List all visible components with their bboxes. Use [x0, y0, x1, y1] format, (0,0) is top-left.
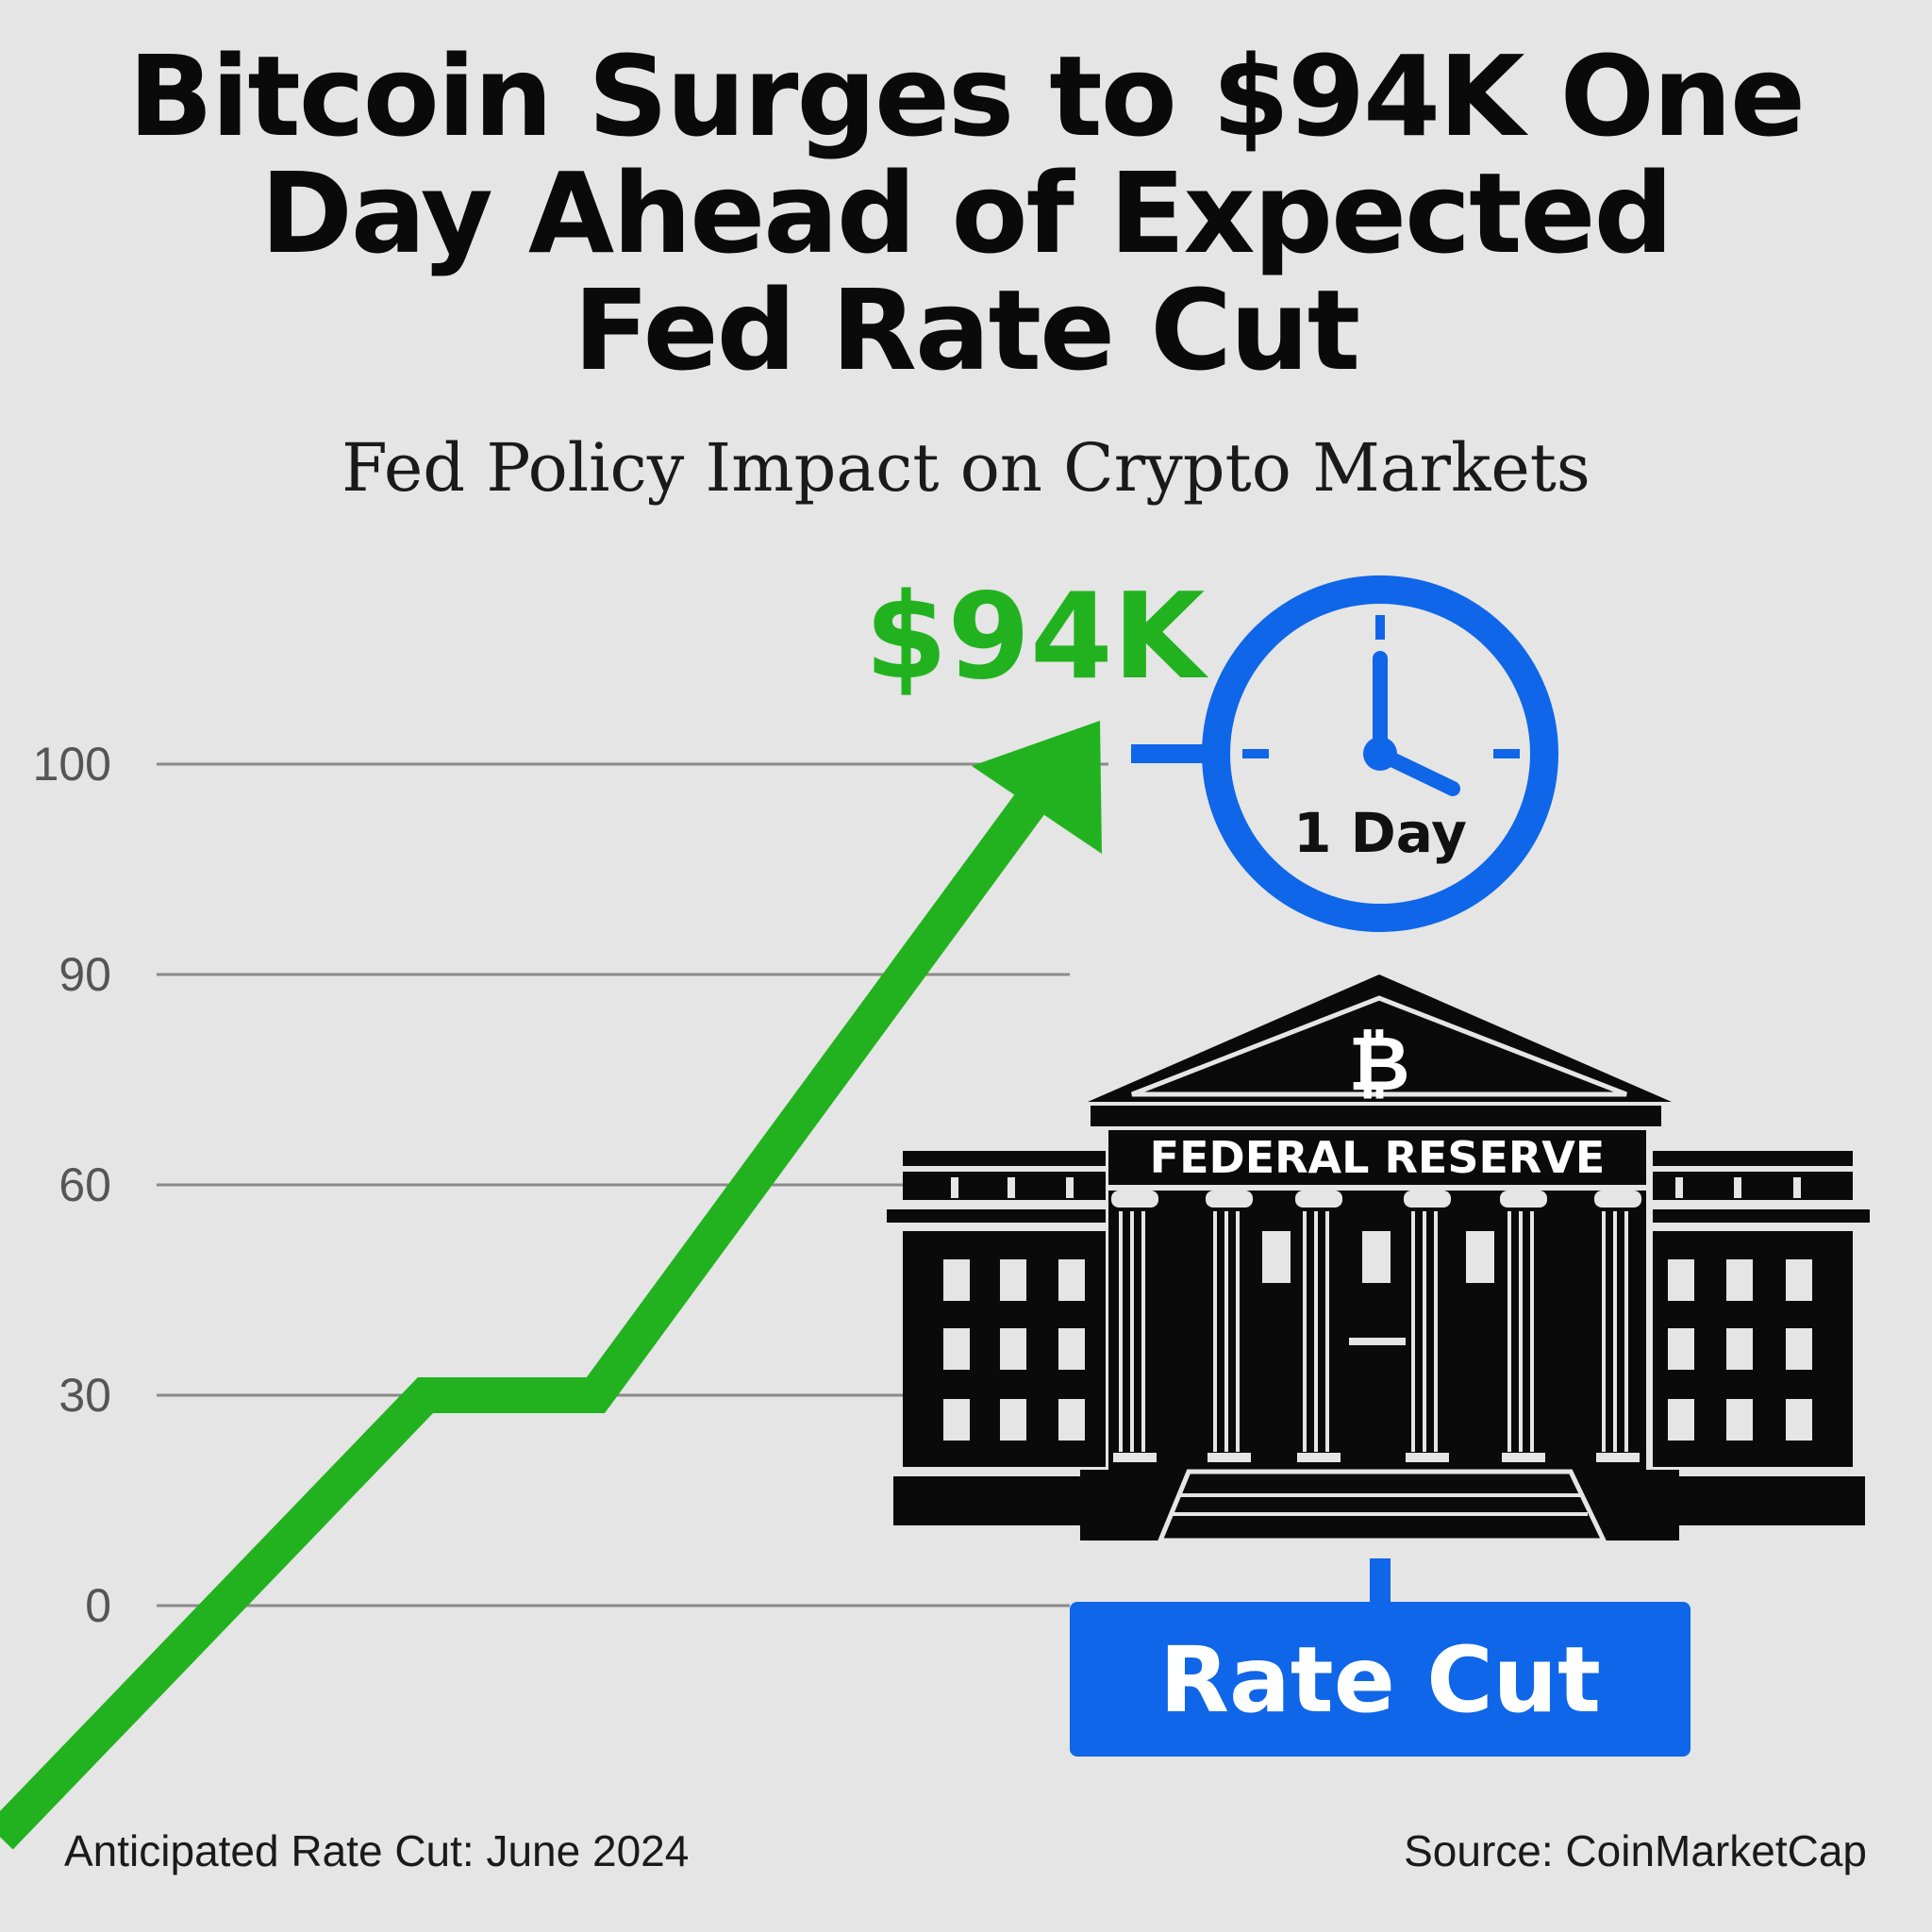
rate-cut-box: Rate Cut — [1070, 1602, 1690, 1757]
price-label: $94K — [865, 567, 1209, 706]
y-tick-label: 0 — [85, 1579, 111, 1632]
arrow-up-icon — [972, 721, 1102, 854]
bitcoin-icon: ₿ — [1348, 1020, 1409, 1108]
y-tick-label: 60 — [58, 1158, 111, 1211]
window — [1786, 1399, 1812, 1441]
window — [1786, 1259, 1812, 1301]
window — [1000, 1259, 1026, 1301]
window — [1000, 1328, 1026, 1370]
price-line — [0, 743, 1081, 1850]
y-tick-label: 90 — [58, 948, 111, 1001]
window — [1058, 1259, 1085, 1301]
headline: Bitcoin Surges to $94K One Day Ahead of … — [0, 38, 1932, 389]
window — [1668, 1328, 1694, 1370]
clock-icon: 1 Day — [1131, 575, 1558, 932]
window — [1668, 1259, 1694, 1301]
rate-cut-label: Rate Cut — [1159, 1627, 1601, 1733]
window — [1726, 1259, 1753, 1301]
clock-label: 1 Day — [1293, 801, 1467, 865]
window — [1786, 1328, 1812, 1370]
footer-anticipated-date: Anticipated Rate Cut: June 2024 — [64, 1826, 690, 1875]
y-tick-label: 30 — [58, 1369, 111, 1422]
headline-line-1: Bitcoin Surges to $94K One — [127, 31, 1806, 161]
y-tick-label: 100 — [33, 738, 111, 791]
federal-reserve-building-icon: ₿ FEDERAL RESERVE — [887, 974, 1870, 1543]
footer-source: Source: CoinMarketCap — [1404, 1826, 1867, 1875]
window — [943, 1328, 970, 1370]
window — [1000, 1399, 1026, 1441]
window — [943, 1399, 970, 1441]
window — [1058, 1328, 1085, 1370]
building-label: FEDERAL RESERVE — [1150, 1132, 1606, 1183]
headline-line-2: Day Ahead of Expected — [259, 148, 1674, 278]
window — [1058, 1399, 1085, 1441]
window — [1668, 1399, 1694, 1441]
subtitle: Fed Policy Impact on Crypto Markets — [341, 429, 1591, 507]
window — [943, 1259, 970, 1301]
window — [1726, 1399, 1753, 1441]
headline-line-3: Fed Rate Cut — [573, 265, 1360, 395]
window — [1726, 1328, 1753, 1370]
